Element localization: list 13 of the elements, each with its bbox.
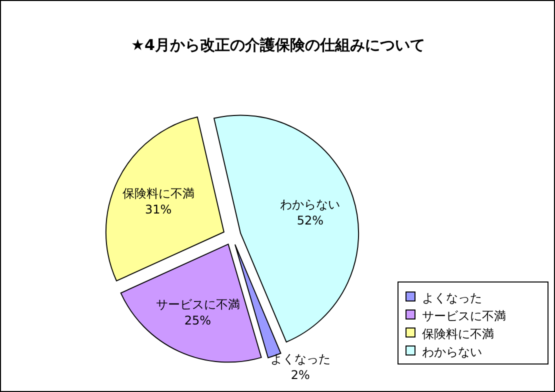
legend-label: よくなった [422, 291, 482, 305]
slice-label: 保険料に不満 [122, 186, 194, 201]
data-label: 2% [290, 368, 310, 382]
legend-label: わからない [422, 345, 482, 359]
slice-label: わからない [280, 198, 340, 212]
data-label: 25% [184, 314, 212, 328]
chart-title: ★4月から改正の介護保険の仕組みについて [131, 36, 425, 54]
legend-label: サービスに不満 [422, 309, 506, 323]
slice-label: サービスに不満 [156, 298, 240, 312]
data-label: 52% [296, 214, 324, 228]
data-label: 31% [144, 202, 172, 217]
slice-label: よくなった [270, 352, 330, 366]
legend-label: 保険料に不満 [422, 327, 494, 341]
